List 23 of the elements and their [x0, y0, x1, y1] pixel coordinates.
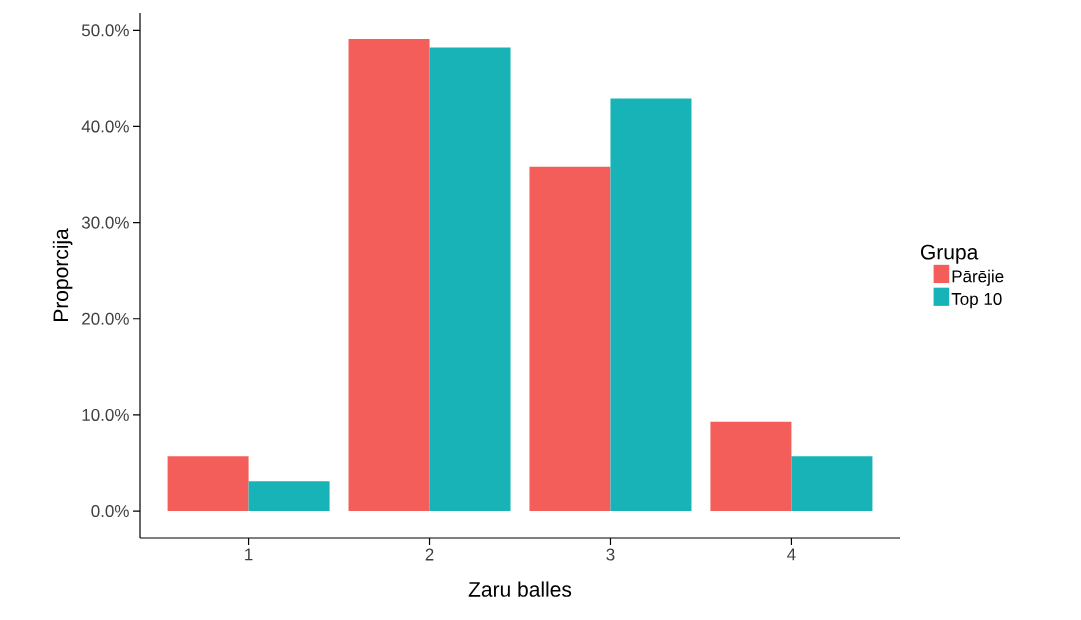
bar	[248, 481, 330, 512]
bar	[348, 38, 430, 512]
y-tick-label: 40.0%	[81, 120, 129, 133]
bar	[429, 47, 511, 512]
legend-label: Top 10	[951, 292, 1002, 309]
x-tick-label: 2	[425, 548, 434, 561]
y-tick-label: 0.0%	[91, 505, 129, 518]
legend-label: Pārējie	[952, 269, 1004, 286]
bar	[791, 456, 873, 512]
bar	[610, 98, 692, 512]
x-tick-label: 3	[606, 548, 615, 561]
y-tick-label: 50.0%	[81, 24, 129, 37]
x-tick-label: 4	[787, 548, 796, 561]
x-axis-title: Zaru balles	[468, 581, 572, 597]
y-axis-title: Proporcija	[52, 228, 73, 322]
y-tick-label: 20.0%	[82, 312, 129, 325]
bar	[529, 166, 611, 512]
y-tick-label: 10.0%	[82, 408, 129, 421]
y-tick-label: 30.0%	[81, 216, 129, 229]
x-tick-label: 1	[245, 548, 253, 561]
bar	[710, 421, 792, 512]
legend-title: Grupa	[921, 244, 979, 264]
bar	[167, 456, 249, 512]
